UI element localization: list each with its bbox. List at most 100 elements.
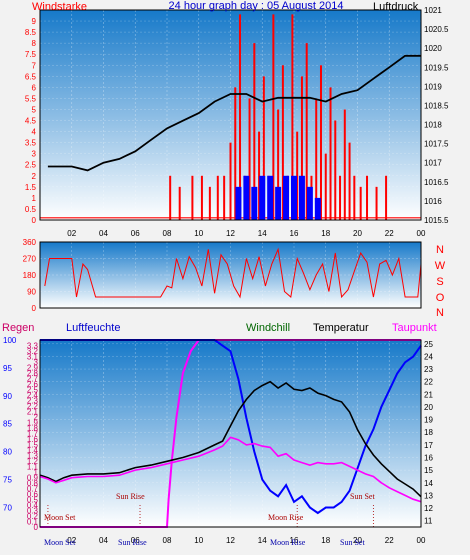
y-left-tick-label: 6.5 (25, 72, 37, 81)
y-temp-tick-label: 13 (424, 491, 433, 500)
y-temp-tick-label: 11 (424, 517, 433, 526)
x-tick-label: 00 (417, 536, 426, 545)
y-left-tick-label: 1.5 (25, 183, 37, 192)
y-rain-tick-label: 1 (34, 468, 39, 477)
y-left-tick-label: 8.5 (25, 28, 37, 37)
panel1-left-label: Windstarke (32, 1, 87, 13)
panel1-border (39, 9, 422, 221)
y-rain-tick-label: 3.1 (27, 353, 39, 362)
y-temp-tick-label: 19 (424, 416, 433, 425)
gust-bar (267, 175, 274, 220)
gust-bar (235, 186, 242, 220)
y-temp-tick-label: 25 (424, 340, 433, 349)
label-windchill: Windchill (246, 322, 290, 334)
x-tick-label: 20 (353, 229, 362, 238)
y-left-tick-label: 8 (32, 39, 37, 48)
panel-temperature-humidity: 02 04 06 08 10 12 14 16 18 20 22 001112131415161718… (2, 322, 437, 547)
y-right-tick-label: 1020 (424, 44, 442, 53)
y-left-tick-label: 2.5 (25, 161, 37, 170)
chart-title: 24 hour graph day : 05 August 2014 (169, 0, 344, 12)
panel1-right-label: Luftdruck (373, 1, 419, 13)
y-right-tick-label: 1016.5 (424, 178, 449, 187)
y-rain-tick-label: 2.9 (27, 364, 39, 373)
x-tick-label: 08 (163, 229, 172, 238)
y-left-tick-label: 3.5 (25, 139, 37, 148)
y-right-tick-label: 1019.5 (424, 63, 449, 72)
y-right-tick-label: 1017 (424, 159, 442, 168)
y-rain-tick-label: 1.8 (27, 424, 39, 433)
compass-label: N (436, 244, 444, 256)
y-rain-tick-label: 1.3 (27, 452, 39, 461)
y-rain-tick-label: 0 (34, 523, 39, 532)
y-rain-tick-label: 1.7 (27, 430, 39, 439)
x-tick-label: 22 (385, 536, 394, 545)
x-tick-label: 12 (226, 536, 235, 545)
y-left-tick-label: 4.5 (25, 117, 37, 126)
wind-direction-line (44, 247, 422, 299)
y-rain-tick-label: 1.2 (27, 457, 39, 466)
x-tick-label: 10 (194, 536, 203, 545)
y-rain-tick-label: 3.2 (27, 347, 39, 356)
y-humidity-tick-label: 80 (3, 448, 12, 457)
gust-bar (306, 186, 313, 220)
y-temp-tick-label: 16 (424, 454, 433, 463)
y-left-tick-label: 5 (32, 105, 37, 114)
panel2-border (39, 241, 422, 309)
y-right-tick-label: 1021 (424, 6, 442, 15)
bottom-moon-rise: Moon Rise (270, 538, 306, 547)
panel1-grid (40, 10, 422, 221)
y-rain-tick-label: 2.1 (27, 408, 39, 417)
y-temp-tick-label: 17 (424, 441, 433, 450)
y-rain-tick-label: 2.2 (27, 402, 39, 411)
y-humidity-tick-label: 90 (3, 392, 12, 401)
x-tick-label: 22 (385, 229, 394, 238)
temperature-line (39, 380, 422, 498)
annotation-sun-set: Sun Set (350, 492, 375, 501)
y-left-tick-label: 4 (32, 128, 37, 137)
x-tick-label: 04 (99, 229, 108, 238)
y-humidity-tick-label: 70 (3, 503, 12, 512)
x-tick-label: 02 (67, 229, 76, 238)
y-rain-tick-label: 1.6 (27, 435, 39, 444)
x-tick-label: 10 (194, 229, 203, 238)
y-rain-tick-label: 0.1 (27, 518, 39, 527)
y-left-tick-label: 0.5 (25, 205, 37, 214)
panel3-border (39, 339, 422, 528)
y-rain-tick-label: 2 (34, 413, 39, 422)
y-rain-tick-label: 1.4 (27, 446, 39, 455)
y-rain-tick-label: 2.8 (27, 369, 39, 378)
annotation-moon-rise: Moon Rise (268, 513, 304, 522)
gust-bar (291, 175, 297, 220)
dewpoint-line (39, 436, 422, 503)
gust-bar (275, 186, 282, 220)
panel3-axes: 02 04 06 08 10 12 14 16 18 20 22 001112131415161718… (3, 336, 433, 545)
y-left-tick-label: 7.5 (25, 50, 37, 59)
y-rain-tick-label: 0.4 (27, 501, 39, 510)
y-temp-tick-label: 15 (424, 466, 433, 475)
y-humidity-tick-label: 100 (3, 336, 17, 345)
y-rain-tick-label: 0.9 (27, 474, 39, 483)
y-tick-label: 270 (23, 255, 37, 264)
y-left-tick-label: 7 (32, 61, 37, 70)
y-rain-tick-label: 2.3 (27, 397, 39, 406)
label-temperature: Temperatur (313, 322, 369, 334)
y-temp-tick-label: 20 (424, 403, 433, 412)
y-rain-tick-label: 2.6 (27, 380, 39, 389)
y-right-tick-label: 1015.5 (424, 216, 449, 225)
pressure-line (47, 54, 421, 172)
y-right-tick-label: 1018 (424, 121, 442, 130)
y-right-tick-label: 1018.5 (424, 101, 449, 110)
x-tick-label: 12 (226, 229, 235, 238)
y-tick-label: 0 (32, 304, 37, 313)
panel-wind-pressure: 02 04 06 08 10 12 14 16 18 20 22 0000.511.522.533.5… (25, 0, 449, 238)
x-tick-label: 16 (290, 536, 299, 545)
y-humidity-tick-label: 95 (3, 364, 12, 373)
y-rain-tick-label: 0.5 (27, 496, 39, 505)
label-dewpoint: Taupunkt (392, 322, 437, 334)
y-rain-tick-label: 2.4 (27, 391, 39, 400)
y-right-tick-label: 1020.5 (424, 25, 449, 34)
